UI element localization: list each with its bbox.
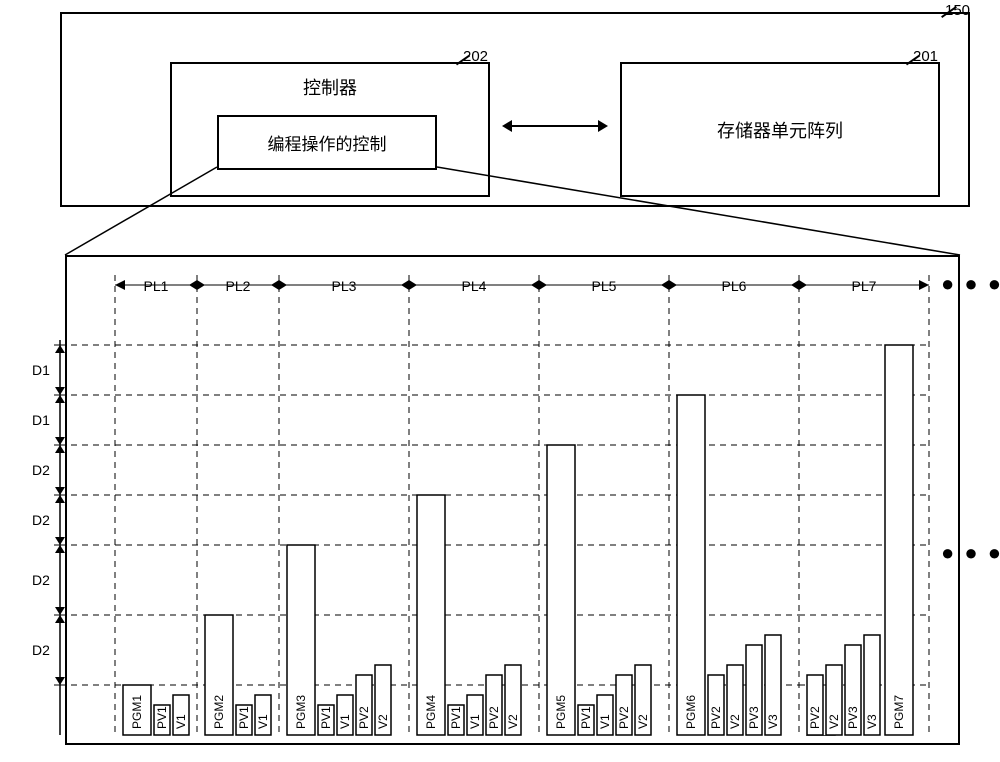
svg-text:PL3: PL3 [332,278,357,294]
svg-text:PL4: PL4 [462,278,487,294]
svg-text:V3: V3 [865,714,879,729]
svg-text:PV3: PV3 [747,706,761,729]
svg-text:PV2: PV2 [617,706,631,729]
svg-text:PL5: PL5 [592,278,617,294]
svg-text:D1: D1 [32,412,50,428]
svg-text:V2: V2 [506,714,520,729]
svg-text:V3: V3 [766,714,780,729]
svg-text:V1: V1 [174,714,188,729]
svg-text:PGM4: PGM4 [424,695,438,729]
svg-text:V2: V2 [636,714,650,729]
svg-text:PV2: PV2 [357,706,371,729]
svg-text:PGM1: PGM1 [130,695,144,729]
svg-text:D2: D2 [32,572,50,588]
svg-text:D2: D2 [32,642,50,658]
chart-svg: PL1 PL2 PL3 PL4 PL5 PL6 PL7 ● ● ● ● ● ● D2 D2 D2 D2 D… [0,0,1000,762]
svg-text:D1: D1 [32,362,50,378]
svg-text:PV1: PV1 [237,706,251,729]
svg-text:PV2: PV2 [487,706,501,729]
svg-text:PGM5: PGM5 [554,695,568,729]
svg-text:V2: V2 [376,714,390,729]
svg-text:PV3: PV3 [846,706,860,729]
svg-text:V1: V1 [598,714,612,729]
svg-text:V1: V1 [338,714,352,729]
svg-text:PL1: PL1 [144,278,169,294]
svg-text:PL7: PL7 [852,278,877,294]
svg-text:PGM6: PGM6 [684,695,698,729]
svg-text:D2: D2 [32,462,50,478]
svg-text:PGM7: PGM7 [892,695,906,729]
svg-text:PL6: PL6 [722,278,747,294]
svg-text:V1: V1 [256,714,270,729]
svg-text:V2: V2 [728,714,742,729]
svg-text:PV1: PV1 [449,706,463,729]
svg-text:D2: D2 [32,512,50,528]
svg-text:PV2: PV2 [709,706,723,729]
svg-text:PV1: PV1 [579,706,593,729]
svg-text:PV1: PV1 [319,706,333,729]
svg-text:PV2: PV2 [808,706,822,729]
svg-text:PGM3: PGM3 [294,695,308,729]
svg-text:V1: V1 [468,714,482,729]
svg-text:● ● ●: ● ● ● [941,540,1000,565]
svg-text:PL2: PL2 [226,278,251,294]
svg-text:● ● ●: ● ● ● [941,271,1000,296]
svg-text:V2: V2 [827,714,841,729]
svg-text:PV1: PV1 [155,706,169,729]
svg-text:PGM2: PGM2 [212,695,226,729]
